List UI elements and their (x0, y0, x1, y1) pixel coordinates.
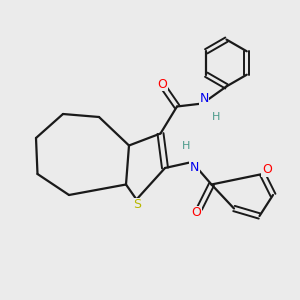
Text: N: N (199, 92, 209, 106)
Text: O: O (192, 206, 201, 220)
Text: H: H (182, 140, 190, 151)
Text: O: O (157, 77, 167, 91)
Text: O: O (262, 163, 272, 176)
Text: S: S (134, 198, 141, 212)
Text: N: N (190, 161, 199, 174)
Text: H: H (212, 112, 220, 122)
